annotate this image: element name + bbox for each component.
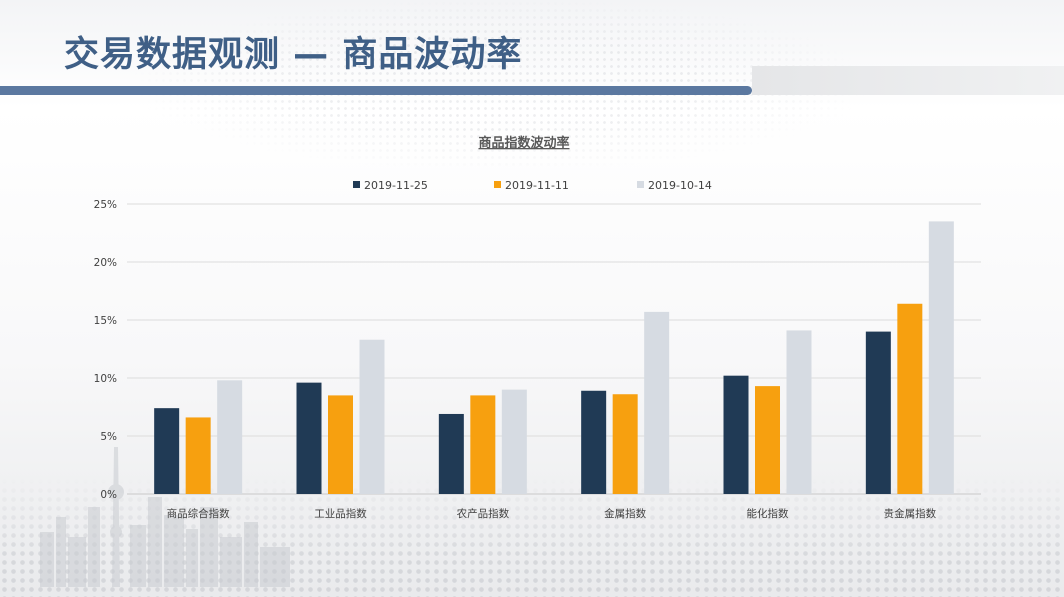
chart-title: 商品指数波动率 (478, 135, 569, 151)
legend-swatch (353, 181, 360, 188)
legend-label: 2019-11-11 (505, 179, 569, 192)
bar (154, 408, 180, 494)
bar (644, 311, 670, 494)
bar (612, 394, 638, 494)
bar (928, 221, 954, 494)
bar (217, 380, 243, 494)
x-category-label: 贵金属指数 (884, 507, 937, 520)
legend-swatch (494, 181, 501, 188)
legend-swatch (637, 181, 644, 188)
x-category-label: 能化指数 (747, 507, 789, 520)
bar (359, 339, 385, 494)
bar (296, 382, 322, 494)
title-bar-tab (752, 66, 1064, 95)
y-tick-label: 25% (94, 199, 117, 211)
chart-gridlines (127, 203, 981, 495)
x-category-label: 金属指数 (604, 507, 646, 520)
x-axis: 商品综合指数 工业品指数 农产品指数 金属指数 能化指数 贵金属指数 (167, 507, 937, 520)
background-skyline (40, 447, 290, 587)
y-tick-label: 0% (100, 489, 117, 501)
y-axis: 0% 5% 10% 15% 20% 25% (94, 199, 117, 501)
bar (897, 303, 923, 494)
bar (328, 395, 353, 494)
bar (470, 395, 496, 494)
y-tick-label: 15% (94, 315, 117, 327)
bar (501, 389, 527, 494)
bar (755, 386, 780, 494)
x-category-label: 商品综合指数 (167, 507, 230, 520)
bar (185, 417, 211, 494)
background-world-map (90, 0, 910, 210)
page-title: 交易数据观测 — 商品波动率 (64, 35, 523, 75)
legend-label: 2019-10-14 (648, 179, 712, 192)
bar (581, 390, 607, 494)
bar (865, 331, 891, 494)
legend-label: 2019-11-25 (364, 179, 428, 192)
y-tick-label: 10% (94, 373, 117, 385)
title-underline-bar (0, 86, 752, 95)
bar (723, 375, 749, 494)
chart-bars (154, 221, 954, 494)
y-tick-label: 5% (100, 431, 117, 443)
chart-legend: 2019-11-25 2019-11-11 2019-10-14 (353, 179, 712, 192)
x-category-label: 农产品指数 (457, 507, 510, 520)
y-tick-label: 20% (94, 257, 117, 269)
bar (786, 330, 812, 494)
bar (438, 413, 464, 494)
x-category-label: 工业品指数 (314, 507, 367, 520)
